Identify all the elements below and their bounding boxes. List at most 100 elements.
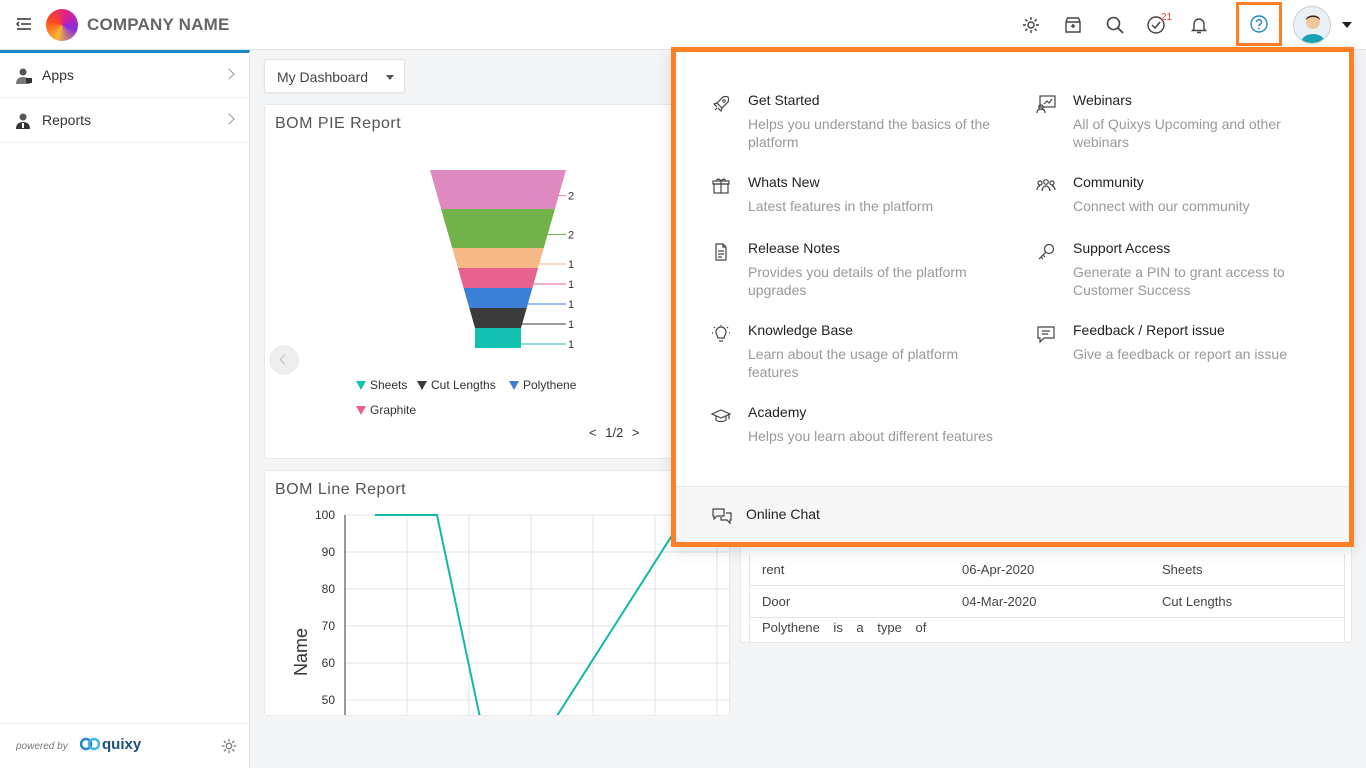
help-item-desc: Connect with our community xyxy=(1073,198,1250,214)
pager-text: 1/2 xyxy=(605,425,624,440)
table-row[interactable]: rent 06-Apr-2020 Sheets xyxy=(749,554,1345,586)
data-label: 1 xyxy=(568,299,574,311)
legend-pager: < 1/2 > xyxy=(589,425,640,440)
funnel-chart: 2 2 1 1 1 1 1 xyxy=(430,170,574,351)
store-icon[interactable] xyxy=(1062,14,1084,36)
table-cell: 06-Apr-2020 xyxy=(962,562,1035,577)
user-avatar[interactable] xyxy=(1293,6,1331,44)
legend-label: Sheets xyxy=(370,378,408,392)
sidebar-item-label: Reports xyxy=(42,112,92,128)
funnel-segment[interactable] xyxy=(457,268,539,288)
legend-marker-icon xyxy=(509,380,519,390)
legend-item-sheets[interactable]: Sheets xyxy=(356,378,407,392)
help-item-desc: Give a feedback or report an issue xyxy=(1073,346,1288,362)
help-item-desc: Helps you understand the basics of the p… xyxy=(748,116,991,150)
data-label: 1 xyxy=(568,279,574,291)
lightbulb-icon xyxy=(712,325,730,342)
help-item-desc: All of Quixys Upcoming and other webinar… xyxy=(1073,116,1281,150)
bell-icon[interactable] xyxy=(1188,14,1210,36)
webinar-icon xyxy=(1036,95,1056,114)
company-name: COMPANY NAME xyxy=(87,15,230,34)
rocket-icon xyxy=(712,95,730,113)
y-tick-label: 80 xyxy=(322,582,336,596)
help-item-title: Feedback / Report issue xyxy=(1073,322,1225,338)
data-label: 1 xyxy=(568,339,574,351)
funnel-segment[interactable] xyxy=(469,308,527,328)
y-tick-label: 90 xyxy=(322,545,336,559)
funnel-segment[interactable] xyxy=(430,170,566,209)
table-cell: 04-Mar-2020 xyxy=(962,594,1037,609)
chevron-right-icon xyxy=(223,113,235,125)
key-icon xyxy=(1038,243,1055,260)
data-label: 2 xyxy=(568,230,574,242)
data-label: 1 xyxy=(568,259,574,271)
chevron-right-icon xyxy=(223,68,235,80)
funnel-segment[interactable] xyxy=(463,288,533,308)
feedback-icon xyxy=(1037,326,1055,344)
help-item-title: Get Started xyxy=(748,92,820,108)
chart-prev-button[interactable] xyxy=(269,345,299,375)
help-item-title: Release Notes xyxy=(748,240,840,256)
line-chart: 100 90 80 70 60 50 Name xyxy=(291,508,729,716)
card-title: BOM PIE Report xyxy=(275,115,402,132)
search-icon[interactable] xyxy=(1104,14,1126,36)
table-cell: Sheets xyxy=(1162,562,1203,577)
powered-by-text: powered by xyxy=(16,741,68,752)
chat-bubbles-icon xyxy=(712,508,732,525)
table-cell: Cut Lengths xyxy=(1162,594,1233,609)
settings-icon[interactable] xyxy=(1020,14,1042,36)
top-bar: COMPANY NAME 21 xyxy=(0,0,1366,50)
help-button[interactable] xyxy=(1236,2,1282,46)
y-tick-label: 50 xyxy=(322,693,336,707)
sidebar-footer: powered by quixy xyxy=(0,723,249,768)
help-item-desc: Provides you details of the platform upg… xyxy=(748,264,967,298)
notification-badge: 21 xyxy=(1161,12,1173,23)
funnel-segment[interactable] xyxy=(441,209,555,248)
sidebar-item-reports[interactable]: Reports xyxy=(0,98,249,143)
pager-next-icon[interactable]: > xyxy=(631,425,640,440)
bom-line-report-card: BOM Line Report 100 90 80 70 60 50 Name xyxy=(264,470,730,716)
help-item-desc: Generate a PIN to grant access to Custom… xyxy=(1073,264,1285,298)
legend-label: Cut Lengths xyxy=(431,378,496,392)
apps-user-icon xyxy=(16,68,32,84)
legend-marker-icon xyxy=(417,380,427,390)
help-item-desc: Helps you learn about different features xyxy=(748,428,993,444)
table-cell: rent xyxy=(762,562,785,577)
help-item-desc: Learn about the usage of platform featur… xyxy=(748,346,959,380)
document-icon xyxy=(715,243,727,261)
table-cell: Door xyxy=(762,594,791,609)
legend-marker-icon xyxy=(356,405,366,415)
legend-item-polythene[interactable]: Polythene xyxy=(509,378,576,392)
legend-label: Graphite xyxy=(370,403,417,417)
menu-collapse-icon[interactable] xyxy=(14,14,34,34)
sidebar-settings-icon[interactable] xyxy=(220,737,238,755)
legend-label: Polythene xyxy=(523,378,577,392)
table-row[interactable]: Polythene is a type of xyxy=(749,618,1345,642)
funnel-segment[interactable] xyxy=(452,248,544,268)
online-chat-label: Online Chat xyxy=(746,506,820,522)
y-axis-label: Name xyxy=(291,628,311,676)
help-item-title: Support Access xyxy=(1073,240,1171,256)
tasks-icon[interactable] xyxy=(1145,14,1167,36)
help-item-desc: Latest features in the platform xyxy=(748,198,934,214)
sidebar-item-apps[interactable]: Apps xyxy=(0,53,249,98)
legend-item-graphite[interactable]: Graphite xyxy=(356,403,416,417)
sidebar-item-label: Apps xyxy=(42,67,74,83)
help-item-title: Webinars xyxy=(1073,92,1132,108)
online-chat-button[interactable]: Online Chat xyxy=(676,486,1349,542)
y-tick-label: 100 xyxy=(315,508,335,522)
user-menu-caret-icon[interactable] xyxy=(1342,22,1352,28)
help-item-title: Community xyxy=(1073,174,1144,190)
dashboard-select[interactable]: My Dashboard xyxy=(264,59,405,93)
reports-user-icon xyxy=(16,113,30,129)
table-row[interactable]: Door 04-Mar-2020 Cut Lengths xyxy=(749,586,1345,618)
funnel-segment[interactable] xyxy=(475,328,521,348)
legend-item-cut-lengths[interactable]: Cut Lengths xyxy=(417,378,496,392)
legend-marker-icon xyxy=(356,380,366,390)
company-logo-icon xyxy=(46,9,78,41)
pager-prev-icon[interactable]: < xyxy=(589,425,597,440)
line-series[interactable] xyxy=(375,514,686,716)
help-item-title: Academy xyxy=(748,404,807,420)
data-label: 1 xyxy=(568,319,574,331)
help-item-title: Knowledge Base xyxy=(748,322,854,338)
